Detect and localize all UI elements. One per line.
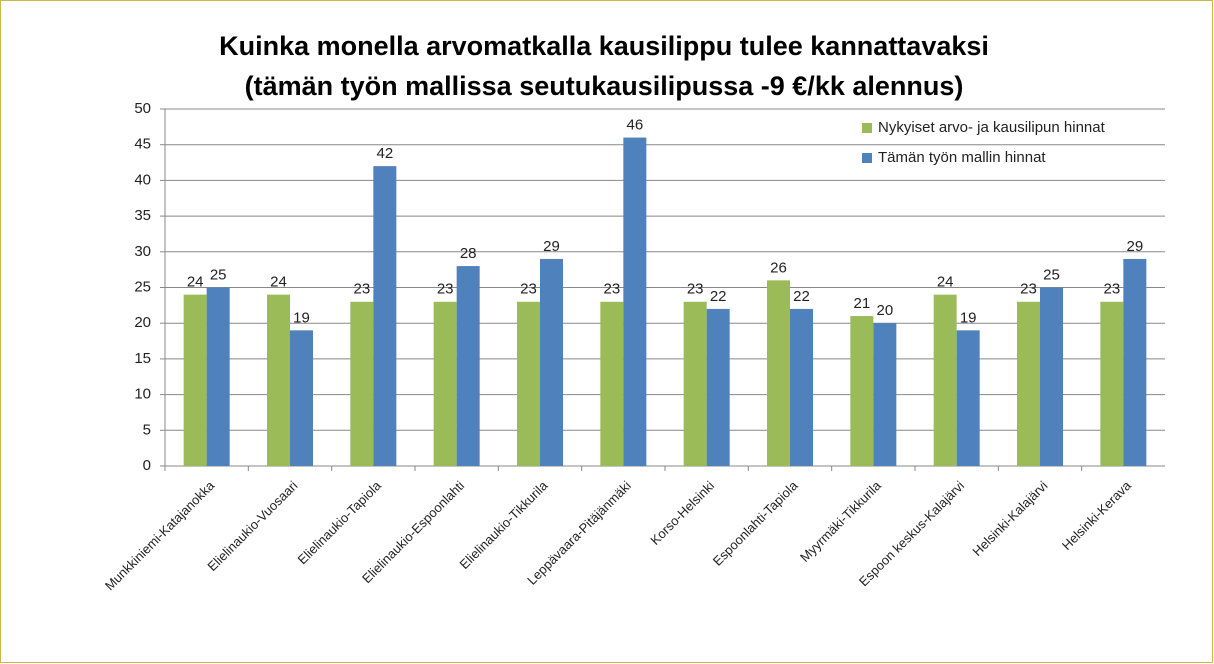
data-label: 21 (853, 295, 870, 312)
bar (600, 301, 624, 466)
bar (683, 301, 707, 466)
legend-swatch (862, 123, 872, 133)
x-tick-label: Munkkiniemi-Katajanokka (102, 477, 218, 593)
bar (623, 137, 647, 466)
y-tick-label: 0 (143, 457, 151, 474)
legend-label: Tämän työn mallin hinnat (878, 149, 1046, 166)
data-label: 22 (710, 288, 727, 305)
x-tick-label: Espoonlahti-Tapiola (710, 477, 801, 568)
bar (956, 330, 980, 466)
bar (933, 294, 957, 466)
y-tick-label: 40 (134, 171, 151, 188)
data-label: 23 (603, 281, 620, 298)
data-label: 19 (960, 309, 977, 326)
chart-title: (tämän työn mallissa seutukausilipussa -… (245, 71, 964, 101)
bar (517, 301, 540, 466)
y-tick-label: 25 (134, 278, 151, 295)
y-tick-label: 20 (134, 314, 151, 331)
data-label: 19 (293, 309, 310, 326)
data-label: 28 (460, 245, 477, 262)
bar (1123, 258, 1147, 466)
bar (183, 294, 207, 466)
bar (790, 308, 813, 466)
bar (350, 301, 374, 466)
legend-swatch (862, 153, 872, 163)
bar (433, 301, 457, 466)
bar (456, 266, 480, 466)
data-label: 25 (210, 266, 227, 283)
bar (267, 294, 290, 466)
x-tick-label: Elielinaukio-Tapiola (295, 477, 385, 567)
data-label: 20 (876, 302, 893, 319)
data-label: 26 (770, 259, 787, 276)
x-tick-label: Helsinki-Kerava (1059, 477, 1135, 553)
bar (850, 316, 874, 466)
data-label: 23 (1020, 281, 1037, 298)
data-label: 23 (687, 281, 704, 298)
data-label: 23 (520, 281, 537, 298)
data-label: 29 (1126, 238, 1143, 255)
bar (767, 280, 790, 466)
y-tick-label: 30 (134, 243, 151, 260)
data-label: 23 (353, 281, 370, 298)
data-label: 24 (270, 274, 287, 291)
y-tick-label: 45 (134, 136, 151, 153)
bar (1100, 301, 1124, 466)
data-label: 42 (376, 145, 393, 162)
bar (206, 287, 230, 466)
data-label: 24 (187, 274, 204, 291)
data-label: 22 (793, 288, 810, 305)
y-tick-label: 5 (143, 421, 151, 438)
data-label: 46 (626, 117, 643, 134)
x-tick-label: Myyrmäki-Tikkurila (797, 477, 884, 564)
x-tick-label: Korso-Helsinki (647, 478, 717, 548)
bar (373, 166, 397, 466)
bar (290, 330, 313, 466)
x-tick-label: Elielinaukio-Vuosaari (204, 478, 300, 574)
bar (706, 308, 730, 466)
data-label: 24 (937, 274, 954, 291)
data-label: 23 (437, 281, 454, 298)
x-tick-label: Helsinki-Kalajärvi (969, 478, 1050, 559)
y-tick-label: 15 (134, 350, 151, 367)
bar (873, 323, 897, 466)
bar (1040, 287, 1063, 466)
y-tick-label: 10 (134, 386, 151, 403)
data-label: 23 (1103, 281, 1120, 298)
y-tick-label: 50 (134, 100, 151, 117)
bar (1017, 301, 1040, 466)
chart-title: Kuinka monella arvomatkalla kausilippu t… (219, 31, 989, 61)
data-label: 29 (543, 238, 560, 255)
legend-label: Nykyiset arvo- ja kausilipun hinnat (878, 119, 1106, 136)
data-label: 25 (1043, 266, 1060, 283)
x-tick-label: Elielinaukio-Tikkurila (456, 477, 551, 572)
bar (540, 258, 563, 466)
y-tick-label: 35 (134, 207, 151, 224)
